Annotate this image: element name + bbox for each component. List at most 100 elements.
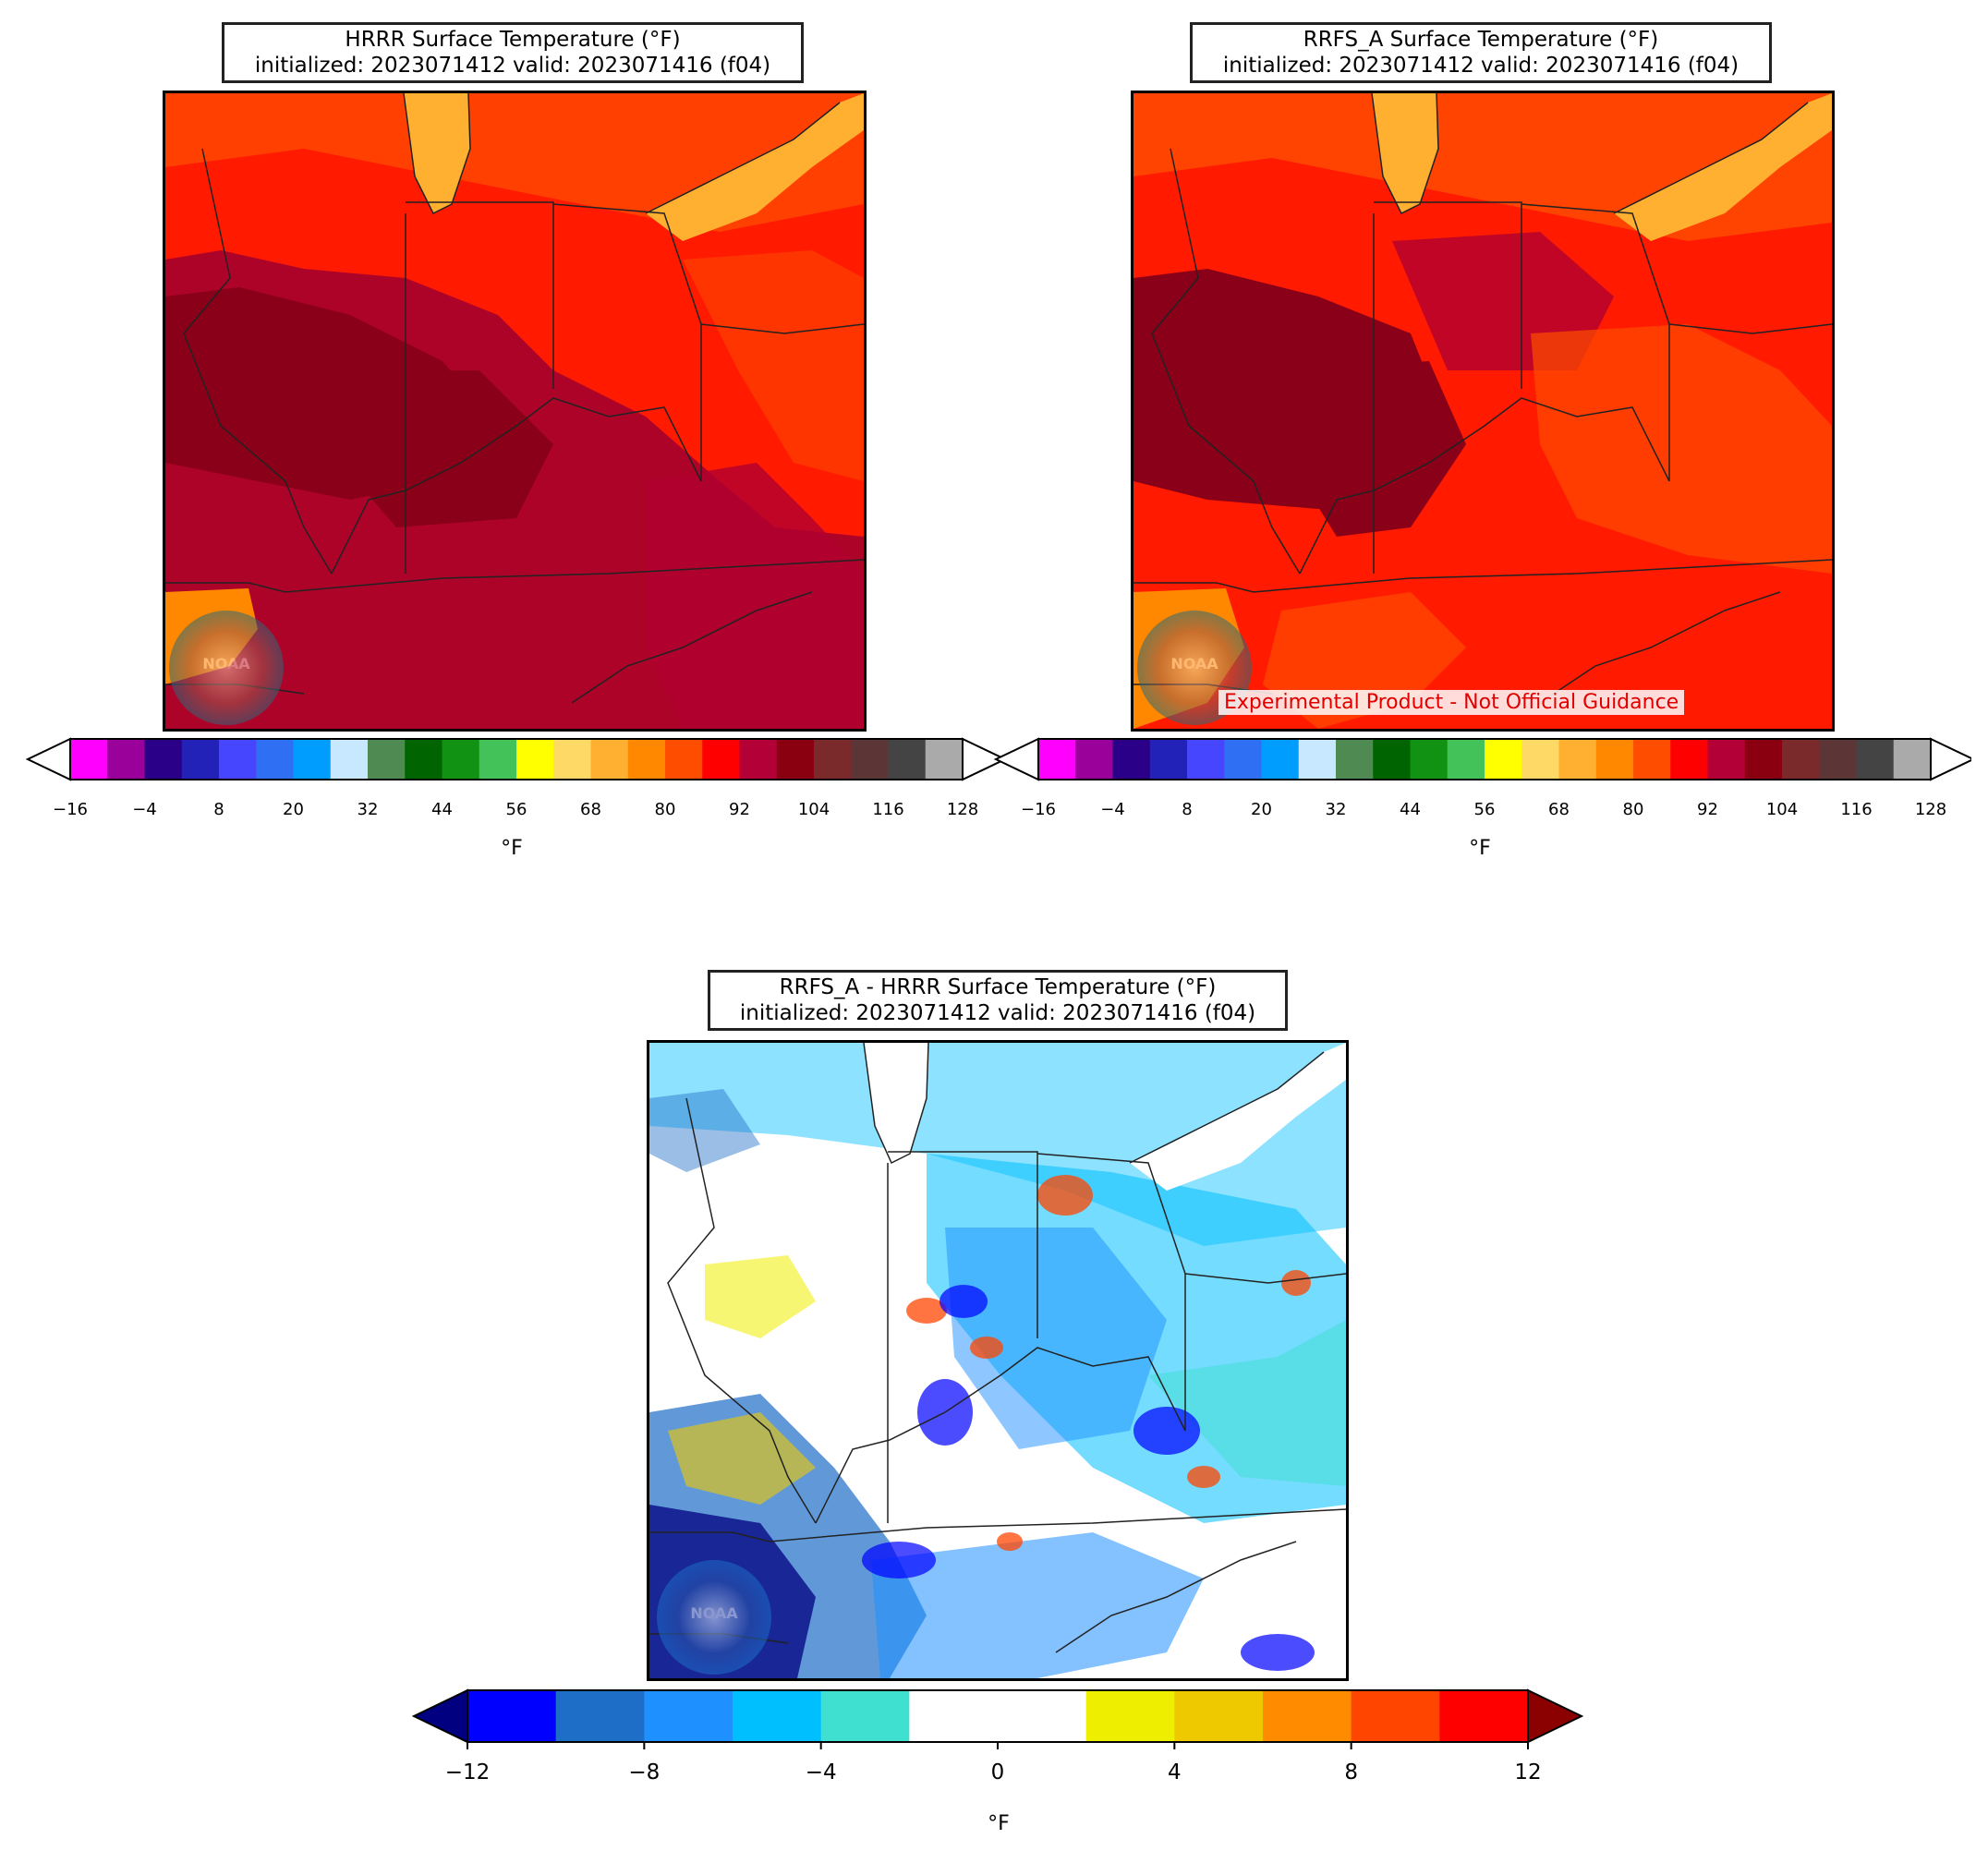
rrfs-colorbar-color-bin: [1819, 739, 1857, 780]
diff-colorbar-extend-under: [411, 1688, 468, 1744]
rrfs-colorbar-color-bin: [1336, 739, 1374, 780]
rrfs-colorbar-color-bin: [1038, 739, 1076, 780]
diff-colorbar-tick-label: 4: [1168, 1760, 1182, 1784]
hrrr-colorbar-tick-label: 128: [946, 800, 979, 819]
noaa-logo-text: NOAA: [202, 655, 250, 672]
rrfs-colorbar-tick-label: 116: [1840, 800, 1873, 819]
hrrr-colorbar-tick-label: 44: [431, 800, 453, 819]
hrrr-colorbar-color-bin: [665, 739, 703, 780]
rrfs-colorbar-color-bin: [1112, 739, 1151, 780]
hrrr-colorbar-color-bin: [144, 739, 183, 780]
diff-colorbar-color-bin: [733, 1690, 822, 1742]
diff-colorbar-color-bin: [820, 1690, 910, 1742]
experimental-watermark: Experimental Product - Not Official Guid…: [1218, 690, 1685, 715]
rrfs-title: RRFS_A Surface Temperature (°F): [1303, 28, 1659, 52]
rrfs-colorbar-extend-under: [993, 737, 1039, 781]
noaa-logo-text: NOAA: [690, 1604, 738, 1622]
hrrr-colorbar-tick-label: 8: [213, 800, 224, 819]
rrfs-colorbar-color-bin: [1558, 739, 1597, 780]
hrrr-colorbar-color-bin: [851, 739, 889, 780]
hrrr-colorbar-color-bin: [256, 739, 294, 780]
diff-colorbar-tick-label: −4: [805, 1760, 837, 1784]
diff-colorbar-tick-label: 0: [990, 1760, 1005, 1784]
hrrr-colorbar-tick-label: 104: [797, 800, 830, 819]
rrfs-colorbar-tick-label: −16: [1021, 800, 1056, 819]
hrrr-subtitle: initialized: 2023071412 valid: 202307141…: [254, 54, 771, 78]
diff-temperature-map: NOAA: [647, 1040, 1349, 1681]
hrrr-colorbar-tick-label: 116: [872, 800, 904, 819]
hrrr-colorbar-color-bin: [739, 739, 778, 780]
rrfs-colorbar-color-bin: [1075, 739, 1113, 780]
diff-colorbar-color-bin: [1174, 1690, 1264, 1742]
hrrr-colorbar-tick-label: −16: [53, 800, 88, 819]
rrfs-colorbar-color-bin: [1521, 739, 1559, 780]
diff-colorbar-tick-label: −8: [628, 1760, 661, 1784]
hrrr-colorbar-color-bin: [590, 739, 629, 780]
diff-colorbar-tick-label: −12: [444, 1760, 491, 1784]
hrrr-colorbar-color-bin: [888, 739, 927, 780]
diff-colorbar-color-bin: [555, 1690, 645, 1742]
hrrr-colorbar-color-bin: [702, 739, 740, 780]
noaa-logo-icon: NOAA: [657, 1560, 771, 1675]
rrfs-colorbar-tick-label: 32: [1325, 800, 1347, 819]
rrfs-colorbar-color-bin: [1670, 739, 1708, 780]
hrrr-colorbar-color-bin: [442, 739, 480, 780]
hrrr-colorbar-color-bin: [405, 739, 442, 780]
rrfs-colorbar-tick-label: 128: [1914, 800, 1947, 819]
rrfs-colorbar-color-bin: [1856, 739, 1895, 780]
diff-colorbar-color-bin: [1263, 1690, 1352, 1742]
diff-colorbar-extend-over: [1527, 1688, 1584, 1744]
rrfs-colorbar-color-bin: [1633, 739, 1671, 780]
rrfs-colorbar-tick-label: −4: [1100, 800, 1125, 819]
hrrr-colorbar-color-bin: [368, 739, 406, 780]
rrfs-colorbar-extend-over: [1930, 737, 1976, 781]
hrrr-colorbar-color-bin: [70, 739, 108, 780]
diff-colorbar-color-bin: [467, 1690, 557, 1742]
noaa-logo-icon: NOAA: [169, 611, 284, 725]
rrfs-colorbar-color-bin: [1485, 739, 1522, 780]
rrfs-colorbar-tick-label: 92: [1697, 800, 1718, 819]
rrfs-colorbar-color-bin: [1707, 739, 1746, 780]
rrfs-colorbar-color-bin: [1224, 739, 1262, 780]
hrrr-title-box: HRRR Surface Temperature (°F) initialize…: [222, 22, 804, 83]
hrrr-colorbar-tick-label: 56: [505, 800, 527, 819]
hrrr-colorbar-color-bin: [776, 739, 815, 780]
hrrr-colorbar-color-bin: [516, 739, 554, 780]
rrfs-colorbar-color-bin: [1782, 739, 1820, 780]
hrrr-colorbar-tick-label: 32: [357, 800, 379, 819]
diff-colorbar-tick-label: 8: [1344, 1760, 1358, 1784]
diff-title: RRFS_A - HRRR Surface Temperature (°F): [779, 975, 1217, 999]
hrrr-colorbar-tick-label: 20: [283, 800, 304, 819]
hrrr-colorbar-tick-label: 68: [580, 800, 601, 819]
hrrr-colorbar-color-bin: [925, 739, 964, 780]
rrfs-colorbar-color-bin: [1595, 739, 1634, 780]
hrrr-colorbar-color-bin: [181, 739, 220, 780]
hrrr-colorbar-extend-under: [25, 737, 71, 781]
diff-colorbar-color-bin: [1439, 1690, 1529, 1742]
diff-colorbar-tick-label: 12: [1514, 1760, 1542, 1784]
hrrr-colorbar-color-bin: [293, 739, 332, 780]
hrrr-colorbar-color-bin: [627, 739, 666, 780]
hrrr-colorbar-tick-label: 92: [729, 800, 750, 819]
hrrr-colorbar-color-bin: [330, 739, 369, 780]
diff-colorbar-unit: °F: [988, 1812, 1010, 1835]
rrfs-colorbar-color-bin: [1149, 739, 1188, 780]
rrfs-colorbar-tick-label: 8: [1182, 800, 1193, 819]
rrfs-colorbar-unit: °F: [1469, 837, 1491, 860]
rrfs-temperature-map: NOAA Experimental Product - Not Official…: [1131, 91, 1835, 732]
hrrr-colorbar-color-bin: [553, 739, 591, 780]
hrrr-colorbar-color-bin: [219, 739, 257, 780]
rrfs-colorbar-color-bin: [1261, 739, 1300, 780]
rrfs-colorbar-tick-label: 104: [1765, 800, 1799, 819]
diff-subtitle: initialized: 2023071412 valid: 202307141…: [739, 1001, 1256, 1025]
rrfs-colorbar-color-bin: [1447, 739, 1485, 780]
noaa-logo-text: NOAA: [1170, 655, 1218, 672]
rrfs-colorbar-color-bin: [1410, 739, 1449, 780]
rrfs-colorbar-frame: [1037, 738, 1932, 780]
rrfs-colorbar-color-bin: [1373, 739, 1411, 780]
rrfs-colorbar-color-bin: [1187, 739, 1225, 780]
diff-colorbar-color-bin: [644, 1690, 733, 1742]
hrrr-title: HRRR Surface Temperature (°F): [345, 28, 681, 52]
rrfs-colorbar-tick-label: 56: [1473, 800, 1496, 819]
rrfs-colorbar-tick-label: 44: [1400, 800, 1421, 819]
